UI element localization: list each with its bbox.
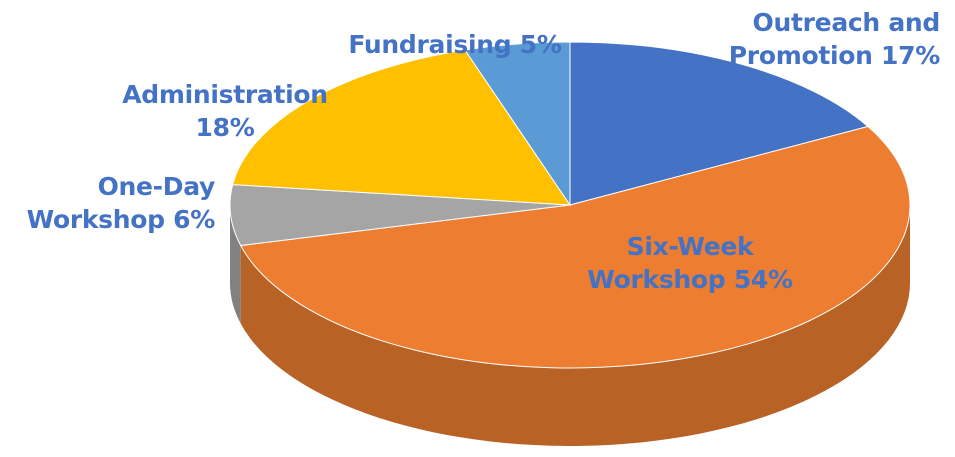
label-value: 17% (881, 41, 940, 70)
slice-side (230, 205, 241, 324)
label-value: 6% (173, 205, 215, 234)
data-label: Six-Week Workshop 54% (560, 230, 820, 296)
label-category: Six-Week Workshop (587, 232, 754, 294)
data-label: Administration 18% (105, 78, 345, 144)
label-category: Fundraising (348, 30, 512, 59)
slice (464, 41, 571, 207)
label-category: One-Day Workshop (26, 172, 216, 234)
label-category: Administration (122, 80, 328, 109)
data-label: Fundraising 5% (330, 28, 580, 61)
slice (229, 184, 571, 247)
slice-side (240, 205, 911, 447)
label-value: 5% (519, 30, 562, 59)
label-category: Outreach and Promotion (728, 8, 941, 70)
data-label: One-Day Workshop 6% (10, 170, 216, 236)
label-value: 54% (733, 265, 793, 294)
data-label: Outreach and Promotion 17% (690, 6, 941, 72)
slice (569, 41, 869, 206)
slice (239, 125, 911, 369)
label-value: 18% (195, 113, 255, 142)
slice (232, 49, 571, 206)
